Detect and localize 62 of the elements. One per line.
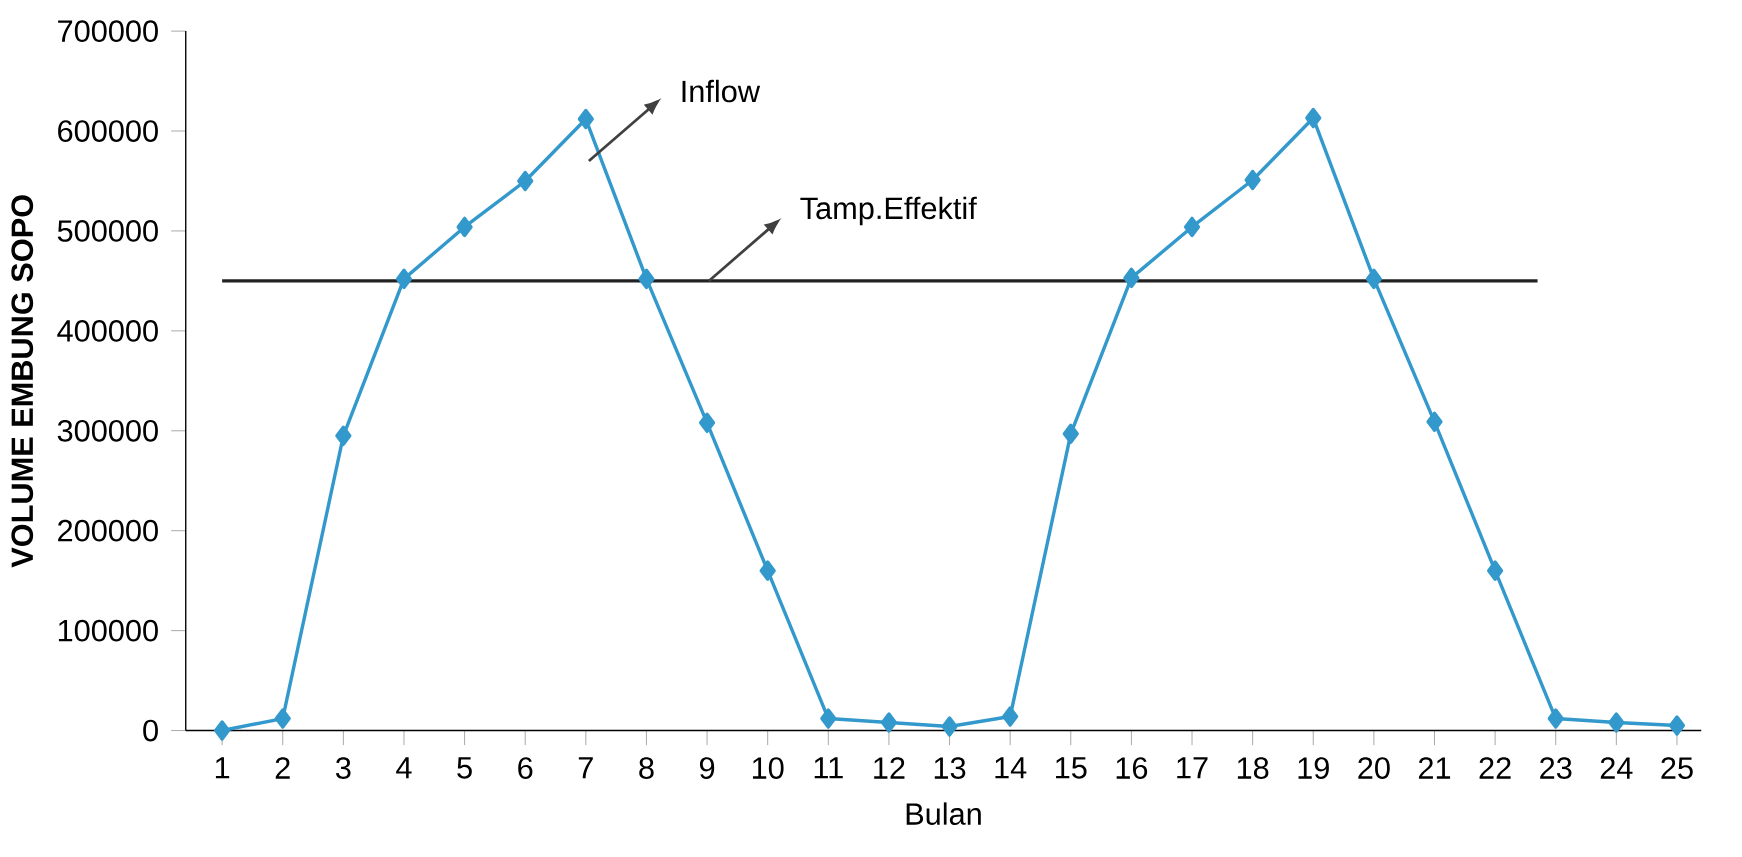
x-tick-label: 12 (874, 757, 905, 779)
y-tick-label: 700000 (58, 20, 158, 43)
point (1002, 706, 1019, 727)
point (820, 708, 837, 729)
series-label: Tamp.Effektif (800, 196, 977, 226)
x-tick-label: 5 (457, 757, 472, 779)
x-tick-label: 16 (1116, 757, 1148, 780)
x-tick-label: 15 (1056, 757, 1087, 779)
x-tick-label: 21 (1418, 757, 1451, 779)
point (1123, 267, 1140, 289)
x-tick-label: 13 (934, 757, 966, 780)
x-tick-label: 24 (1600, 757, 1633, 779)
point (395, 268, 413, 290)
x-tick-label: 22 (1479, 757, 1511, 779)
point (1547, 708, 1564, 729)
x-axis-title: Bulan (906, 802, 981, 826)
point (1426, 411, 1443, 433)
text: Inflow (682, 79, 761, 103)
point (941, 716, 958, 737)
y-tick-label: 600000 (58, 120, 158, 143)
x-tick-label: 19 (1298, 757, 1329, 780)
x-tick-label: 17 (1177, 757, 1208, 779)
x-tick-label: 4 (396, 757, 412, 779)
y-tick-label: 400000 (57, 320, 158, 342)
point (1062, 423, 1079, 445)
x-tick-label: 6 (518, 757, 533, 780)
point (517, 170, 534, 192)
x-tick-label: 8 (639, 757, 654, 780)
x-tick-label: 1 (215, 757, 230, 779)
point (1305, 107, 1322, 129)
point (638, 268, 655, 290)
y-tick-label: 500000 (57, 220, 158, 242)
y-axis-title: VOLUME EMBUNG SOPO (11, 195, 34, 568)
point (1487, 560, 1504, 581)
point (1183, 216, 1201, 238)
x-tick-label: 25 (1661, 757, 1693, 780)
x-tick-label: 2 (275, 757, 290, 779)
x-tick-label: 3 (335, 757, 351, 780)
point (1668, 715, 1686, 736)
x-tick-label: 9 (699, 757, 715, 780)
y-tick-label: 300000 (57, 419, 158, 442)
x-tick-label: 20 (1358, 757, 1390, 780)
point (880, 712, 898, 733)
point (577, 108, 594, 130)
point (335, 425, 352, 447)
x-tick-label: 7 (578, 757, 593, 779)
point (1244, 169, 1261, 191)
y-tick-label: 0 (143, 719, 158, 742)
point (214, 720, 231, 741)
y-tick-label: 100000 (58, 619, 158, 642)
point (759, 560, 776, 581)
point (456, 216, 473, 238)
point (698, 412, 716, 434)
point (274, 708, 291, 729)
x-tick-label: 14 (995, 757, 1027, 779)
point (1365, 268, 1382, 290)
x-tick-label: 18 (1237, 757, 1269, 780)
y-tick-label: 200000 (58, 519, 158, 542)
point (1608, 712, 1625, 733)
x-tick-label: 10 (752, 757, 784, 780)
x-tick-label: 11 (814, 757, 843, 779)
x-tick-label: 23 (1540, 757, 1572, 780)
